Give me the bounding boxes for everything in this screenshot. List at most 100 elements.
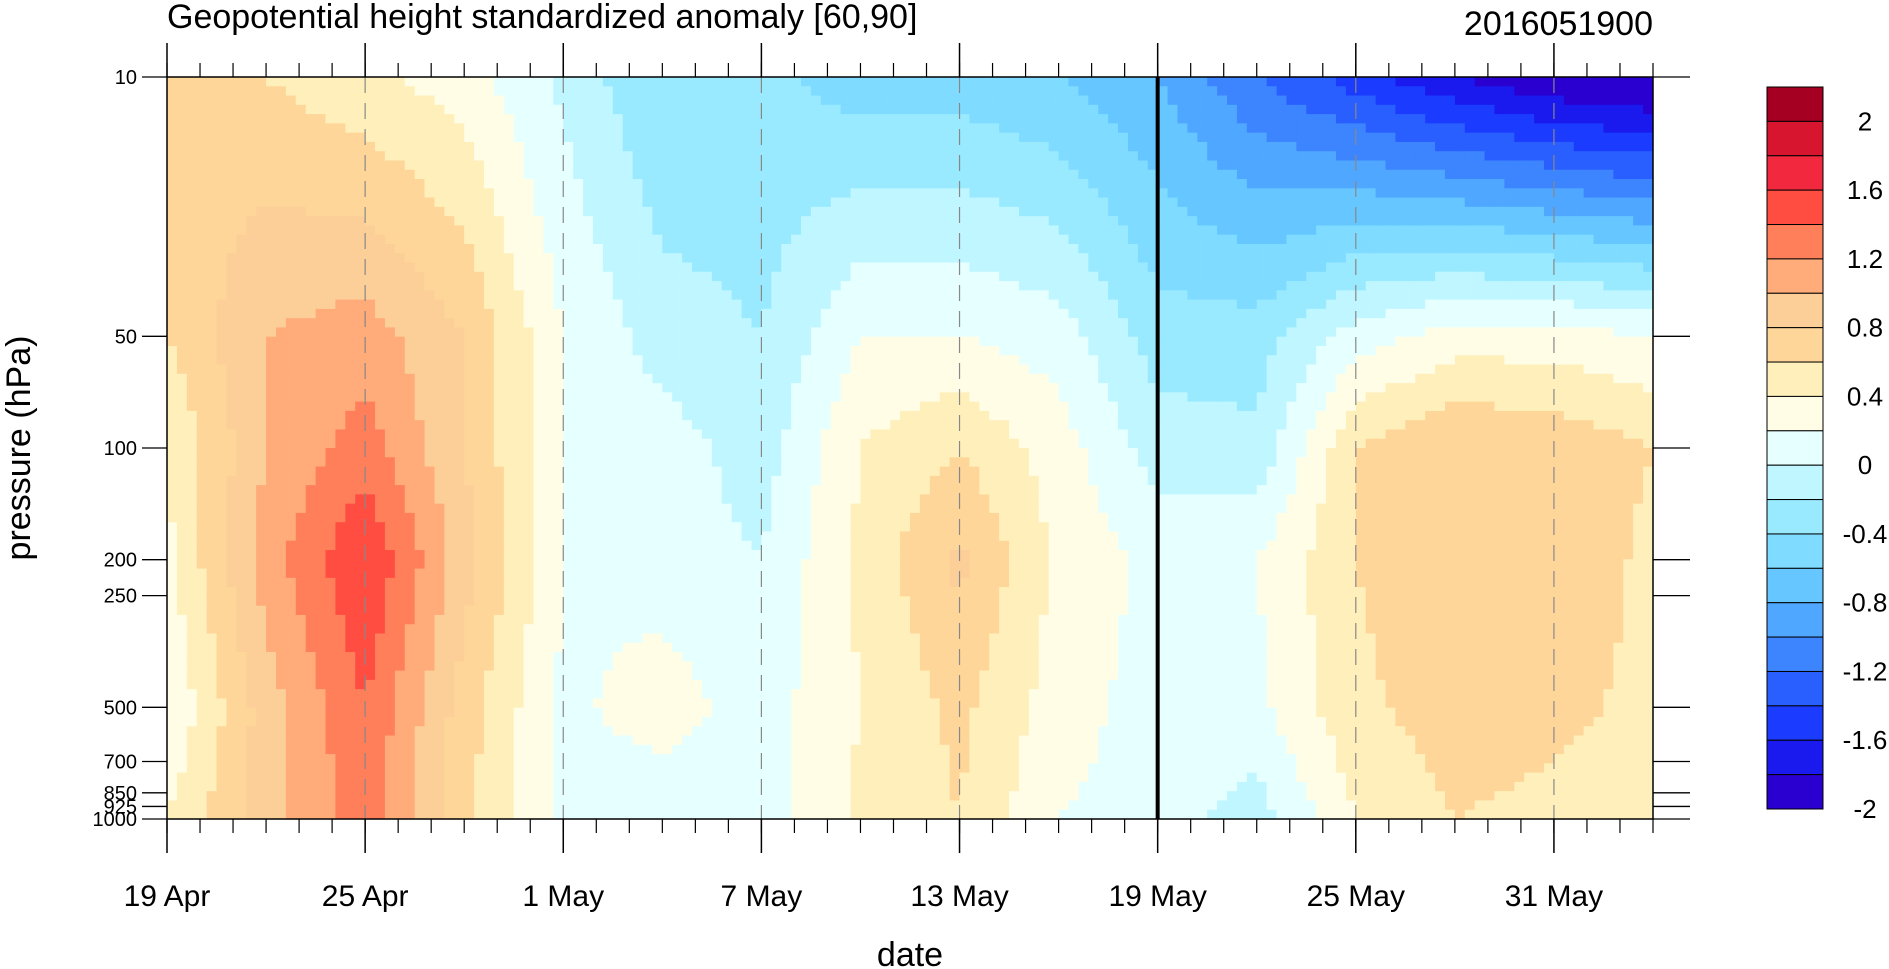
field-cell	[1553, 160, 1565, 171]
field-cell	[1009, 281, 1020, 291]
field-cell	[1009, 114, 1020, 124]
field-cell	[394, 299, 406, 310]
field-cell	[1266, 243, 1278, 254]
field-cell	[266, 318, 277, 329]
field-cell	[701, 188, 713, 199]
field-cell	[246, 271, 257, 282]
field-cell	[454, 77, 465, 87]
field-cell	[741, 262, 753, 273]
field-cell	[1276, 308, 1288, 319]
field-cell	[979, 243, 990, 254]
field-cell	[384, 160, 396, 171]
field-cell	[1187, 308, 1198, 319]
field-cell	[1435, 95, 1446, 106]
field-cell	[1118, 373, 1129, 384]
field-cell	[632, 141, 644, 152]
field-cell	[1048, 132, 1060, 143]
field-cell	[1058, 225, 1070, 236]
field-cell	[167, 383, 178, 393]
field-cell	[1643, 104, 1653, 115]
field-cell	[1583, 77, 1595, 87]
field-cell	[404, 290, 416, 301]
field-cell	[553, 95, 564, 106]
field-cell	[404, 345, 416, 356]
field-cell	[1316, 262, 1327, 273]
field-cell	[246, 151, 257, 162]
field-cell	[1217, 290, 1228, 301]
field-cell	[1345, 104, 1357, 115]
field-cell	[523, 225, 535, 236]
field-cell	[1345, 243, 1357, 254]
field-cell	[1256, 253, 1268, 264]
field-cell	[1415, 336, 1426, 347]
field-cell	[464, 234, 475, 245]
field-cell	[1028, 345, 1040, 356]
field-cell	[1038, 262, 1050, 273]
field-cell	[1296, 169, 1307, 180]
field-cell	[1326, 197, 1337, 208]
field-cell	[256, 169, 267, 180]
field-cell	[1425, 336, 1436, 347]
field-cell	[1643, 243, 1653, 254]
field-cell	[325, 77, 337, 87]
field-cell	[1435, 160, 1446, 171]
field-cell	[850, 114, 862, 124]
field-cell	[1583, 197, 1595, 208]
field-cell	[1484, 290, 1496, 301]
field-cell	[1078, 179, 1089, 189]
field-cell	[424, 281, 436, 291]
field-cell	[910, 225, 921, 236]
field-cell	[1345, 160, 1357, 171]
field-cell	[1553, 355, 1565, 366]
field-cell	[949, 151, 961, 162]
field-cell	[860, 271, 871, 282]
field-cell	[1534, 355, 1545, 366]
field-cell	[176, 355, 188, 366]
field-cell	[721, 262, 733, 273]
field-cell	[434, 114, 445, 124]
field-cell	[503, 345, 515, 356]
field-cell	[1127, 243, 1139, 254]
field-cell	[424, 345, 436, 356]
field-cell	[1127, 95, 1139, 106]
field-cell	[989, 262, 1000, 273]
field-cell	[761, 151, 772, 162]
field-cell	[701, 141, 713, 152]
field-cell	[1484, 364, 1496, 375]
field-cell	[1306, 364, 1317, 375]
field-cell	[860, 169, 871, 180]
field-cell	[573, 243, 584, 254]
field-cell	[543, 104, 554, 115]
field-cell	[1009, 77, 1020, 87]
field-cell	[840, 243, 852, 254]
field-cell	[652, 86, 663, 97]
field-cell	[464, 336, 475, 347]
field-cell	[1504, 290, 1515, 301]
field-cell	[949, 141, 961, 152]
field-cell	[1137, 336, 1149, 347]
field-cell	[1375, 95, 1387, 106]
field-cell	[1018, 132, 1030, 143]
field-cell	[959, 86, 971, 97]
field-cell	[751, 355, 762, 366]
field-cell	[1355, 355, 1367, 366]
field-cell	[1088, 308, 1099, 319]
field-cell	[1256, 132, 1268, 143]
field-cell	[890, 179, 901, 189]
field-cell	[484, 373, 495, 384]
field-cell	[1296, 345, 1307, 356]
field-cell	[761, 160, 772, 171]
field-cell	[573, 151, 584, 162]
field-cell	[1207, 234, 1218, 245]
field-cell	[424, 234, 436, 245]
field-cell	[1484, 206, 1496, 217]
field-cell	[1118, 169, 1129, 180]
field-cell	[424, 86, 436, 97]
field-cell	[434, 262, 445, 273]
field-cell	[1474, 188, 1486, 199]
field-cell	[860, 123, 871, 134]
field-cell	[1593, 345, 1605, 356]
field-cell	[692, 271, 703, 282]
field-cell	[484, 123, 495, 134]
field-cell	[1593, 179, 1605, 189]
